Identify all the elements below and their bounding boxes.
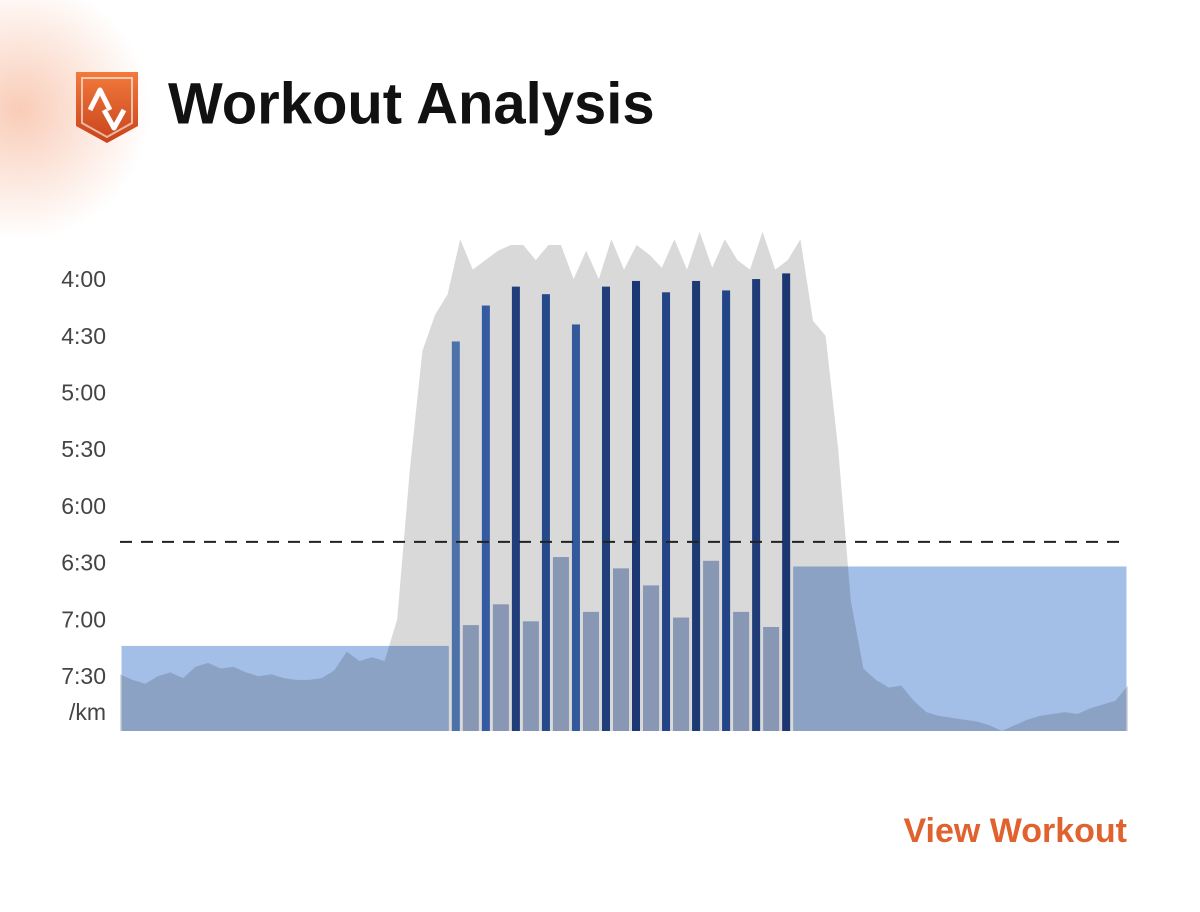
y-tick-label: 5:30 bbox=[61, 436, 106, 462]
y-tick-label: 4:30 bbox=[61, 323, 106, 349]
title: Workout Analysis bbox=[168, 71, 655, 136]
view-workout-button[interactable]: View Workout bbox=[903, 812, 1127, 850]
y-tick-label: 4:00 bbox=[61, 266, 106, 292]
plot bbox=[120, 231, 1128, 732]
y-unit: /km bbox=[69, 699, 106, 725]
glow bbox=[0, 0, 150, 240]
y-tick-label: 7:30 bbox=[61, 663, 106, 689]
y-tick-label: 6:00 bbox=[61, 493, 106, 519]
y-tick-label: 7:00 bbox=[61, 606, 106, 632]
y-tick-label: 5:00 bbox=[61, 379, 106, 405]
y-tick-label: 6:30 bbox=[61, 550, 106, 576]
logo bbox=[76, 72, 138, 143]
pace-area bbox=[120, 231, 1128, 732]
